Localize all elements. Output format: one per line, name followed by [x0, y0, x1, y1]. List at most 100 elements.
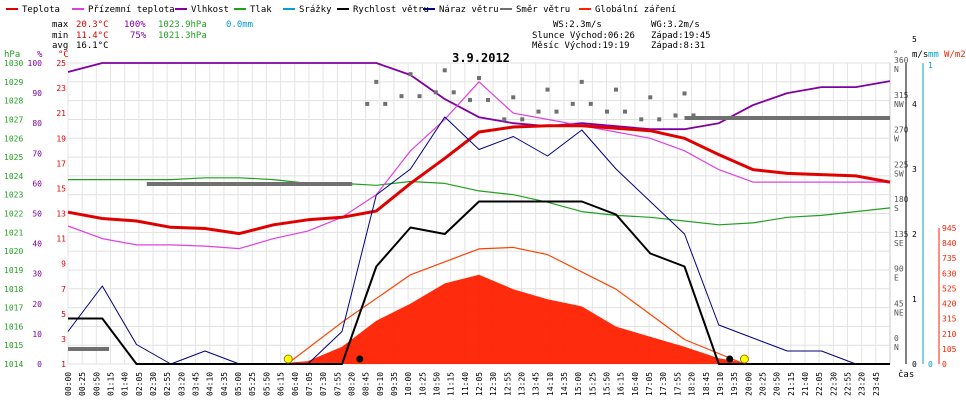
- legend-label: Tlak: [250, 5, 272, 15]
- tick-time: 13:20: [518, 372, 527, 396]
- tick-radiation: 0: [942, 360, 947, 369]
- wind-direction-point: [442, 68, 447, 73]
- tick-temperature: 7: [61, 285, 66, 294]
- unit-pct: %: [37, 50, 43, 60]
- wind-direction-point: [691, 113, 696, 118]
- tick-temperature: 25: [56, 59, 66, 68]
- wind-direction-point: [536, 109, 541, 114]
- stats-block: max 20.3°C 100% 1023.9hPa 0.0mm min 11.4…: [52, 20, 253, 51]
- tick-time: 08:20: [347, 372, 356, 396]
- wind-direction-point: [614, 87, 618, 92]
- tick-direction: 90: [894, 265, 904, 274]
- tick-time: 03:20: [177, 372, 186, 396]
- wind-direction-point: [673, 113, 678, 118]
- stats-max-rain: 0.0mm: [226, 20, 253, 30]
- wind-direction-point: [383, 101, 388, 106]
- tick-temperature: 15: [56, 184, 66, 193]
- wind-direction-point: [468, 98, 472, 103]
- tick-temperature: 9: [61, 260, 66, 269]
- info-ws: WS:2.3m/s: [553, 20, 602, 30]
- info-moon: Měsíc Východ:19:19: [532, 41, 630, 51]
- tick-time: 21:15: [787, 372, 796, 396]
- tick-pressure: 1026: [4, 134, 23, 143]
- tick-humidity: 60: [32, 179, 42, 188]
- tick-time: 14:10: [546, 372, 555, 396]
- tick-time: 15:25: [588, 372, 597, 396]
- tick-time: 15:00: [574, 372, 583, 396]
- stats-max-label: max: [52, 20, 69, 30]
- info-moon-set: Západ:8:31: [651, 41, 705, 51]
- tick-temperature: 11: [56, 235, 66, 244]
- tick-direction-label: SE: [894, 239, 904, 248]
- tick-time: 04:35: [220, 372, 229, 396]
- tick-pressure: 1029: [4, 78, 23, 87]
- ground-temperature-line: [67, 81, 890, 250]
- tick-time: 17:05: [645, 372, 654, 396]
- wind-direction-point: [605, 109, 609, 114]
- tick-wind: 0: [912, 360, 917, 369]
- tick-pressure: 1020: [4, 247, 23, 256]
- tick-time: 02:55: [163, 372, 172, 396]
- unit-wm2: W/m2: [944, 50, 966, 60]
- tick-time: 16:15: [617, 372, 626, 396]
- wind-direction-point: [648, 95, 653, 100]
- tick-direction: 315: [894, 91, 909, 100]
- sunrise-marker: [283, 354, 293, 364]
- wind-direction-point: [374, 79, 379, 84]
- tick-temperature: 1: [61, 360, 66, 369]
- tick-direction-label: S: [894, 204, 899, 213]
- legend-label: Náraz větru: [439, 5, 499, 15]
- tick-direction: 45: [894, 299, 904, 308]
- tick-temperature: 5: [61, 310, 66, 319]
- tick-wind: 2: [912, 230, 917, 239]
- tick-time: 05:50: [262, 372, 271, 396]
- tick-time: 18:45: [702, 372, 711, 396]
- tick-direction: 180: [894, 195, 909, 204]
- tick-radiation: 315: [942, 315, 957, 324]
- tick-temperature: 17: [56, 159, 66, 168]
- tick-humidity: 90: [32, 89, 42, 98]
- tick-wind: 3: [912, 165, 917, 174]
- stats-max-temp: 20.3°C: [76, 20, 109, 30]
- stats-min-label: min: [52, 31, 68, 41]
- wind-direction-point: [588, 101, 593, 106]
- tick-direction-label: W: [894, 135, 899, 144]
- tick-time: 02:30: [149, 372, 158, 396]
- tick-time: 08:45: [362, 372, 371, 396]
- tick-wind: 1: [912, 295, 917, 304]
- info-sun: Slunce Východ:06:26: [532, 31, 635, 41]
- tick-temperature: 23: [56, 84, 66, 93]
- tick-pressure: 1019: [4, 266, 23, 275]
- wind-direction-point: [486, 98, 490, 103]
- wind-direction-point: [682, 91, 687, 96]
- moonset-marker: [356, 355, 364, 363]
- tick-time: 22:05: [815, 372, 824, 396]
- unit-hpa: hPa: [4, 50, 20, 60]
- wind-direction-point: [639, 117, 644, 122]
- tick-time: 21:40: [801, 372, 810, 396]
- tick-humidity: 100: [28, 59, 43, 68]
- tick-time: 13:45: [532, 372, 541, 396]
- wind-direction-point: [511, 95, 516, 100]
- tick-pressure: 1024: [4, 172, 23, 181]
- tick-humidity: 10: [32, 330, 42, 339]
- wind-speed-line: [68, 200, 890, 365]
- unit-mm: mm: [928, 50, 939, 60]
- tick-temperature: 19: [56, 134, 66, 143]
- tick-radiation: 105: [942, 345, 957, 354]
- tick-direction: 225: [894, 160, 909, 169]
- axes: 1014101510161017101810191020102110221023…: [4, 35, 957, 396]
- tick-time: 17:30: [659, 372, 668, 396]
- tick-wind: 5: [912, 35, 917, 44]
- sunset-marker: [739, 354, 749, 364]
- tick-time: 15:50: [603, 372, 612, 396]
- tick-time: 20:50: [773, 372, 782, 396]
- moonrise-marker: [726, 355, 734, 363]
- tick-time: 02:05: [135, 372, 144, 396]
- wind-direction-point: [408, 72, 413, 77]
- tick-time: 23:45: [872, 372, 881, 396]
- tick-direction-label: NW: [894, 100, 904, 109]
- tick-temperature: 13: [56, 210, 66, 219]
- info-sun-set: Západ:19:45: [651, 31, 711, 41]
